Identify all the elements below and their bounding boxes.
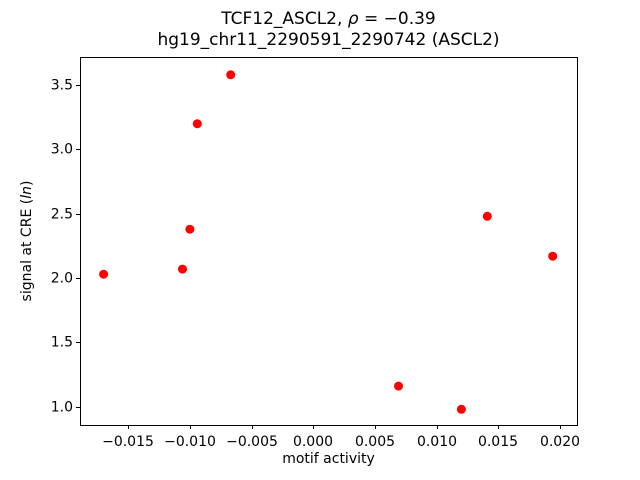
y-tick-label: 3.5	[51, 77, 73, 93]
y-axis-label-ln: ln	[19, 186, 35, 199]
data-point	[185, 224, 195, 234]
rho-symbol: ρ	[347, 9, 359, 29]
x-tick-label: 0.010	[417, 434, 457, 450]
x-tick-label: −0.015	[102, 434, 154, 450]
x-axis-label: motif activity	[282, 451, 375, 467]
chart-title-line2: hg19_chr11_2290591_2290742 (ASCL2)	[157, 30, 500, 50]
data-point	[482, 211, 492, 221]
data-point	[548, 251, 558, 261]
x-tick-label: 0.000	[293, 434, 333, 450]
y-tick-label: 2.5	[51, 206, 73, 222]
x-tick-label: 0.005	[355, 434, 395, 450]
data-point	[226, 70, 236, 80]
x-tick-label: −0.010	[164, 434, 216, 450]
x-tick-label: −0.005	[226, 434, 278, 450]
x-tick-label: 0.020	[540, 434, 580, 450]
chart-title-line1: TCF12_ASCL2, ρ = −0.39	[80, 9, 577, 30]
y-axis-label-prefix: signal at CRE (	[19, 198, 35, 302]
chart-title-line1-rest: = −0.39	[358, 9, 436, 29]
y-tick-label: 3.0	[51, 141, 73, 157]
y-axis-label: signal at CRE (ln)	[19, 181, 35, 302]
x-tick-label: 0.015	[478, 434, 518, 450]
chart-title: TCF12_ASCL2, ρ = −0.39 hg19_chr11_229059…	[80, 9, 577, 51]
data-point	[192, 119, 202, 129]
data-point	[178, 264, 187, 274]
y-tick-label: 1.5	[51, 334, 73, 350]
data-point	[394, 381, 403, 391]
data-point	[99, 269, 109, 279]
y-tick-label: 2.0	[51, 270, 73, 286]
data-point	[456, 404, 466, 414]
chart-title-line1-prefix: TCF12_ASCL2,	[221, 9, 348, 29]
plot-frame	[80, 57, 578, 426]
y-tick-label: 1.0	[51, 399, 73, 415]
y-axis-label-suffix: )	[19, 180, 35, 187]
